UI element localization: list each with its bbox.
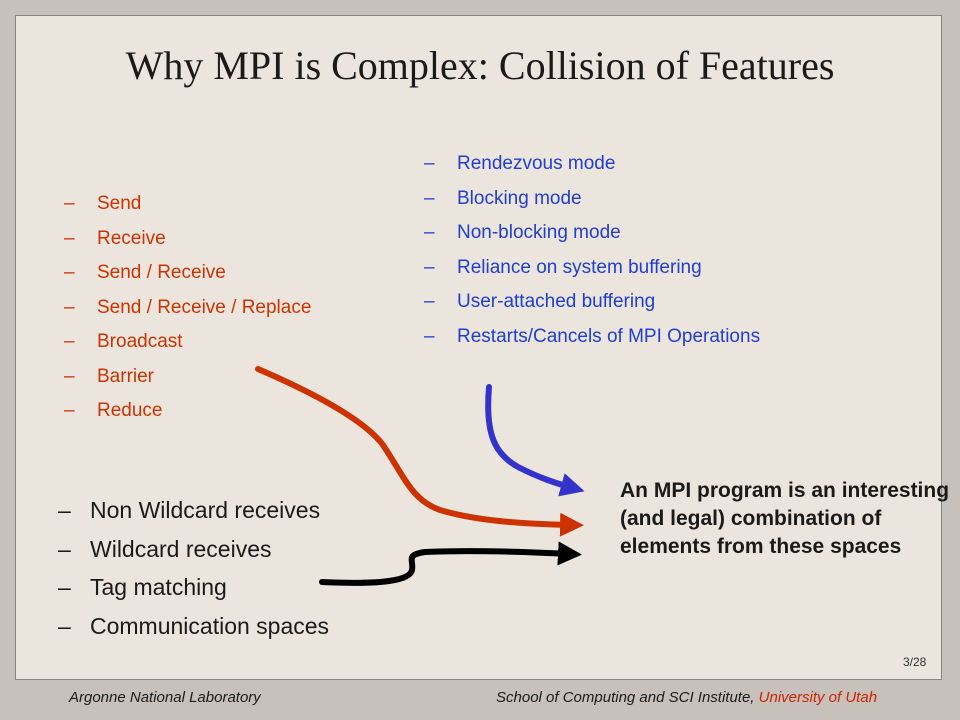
modes-list: – Rendezvous mode – Blocking mode – Non-blo…	[424, 151, 760, 358]
list-item: – Receive	[64, 226, 311, 261]
list-item-label: Receive	[97, 227, 166, 249]
list-dash: –	[64, 296, 75, 318]
slide-title: Why MPI is Complex: Collision of Feature…	[125, 43, 835, 88]
list-dash: –	[58, 497, 71, 523]
list-dash: –	[424, 222, 435, 243]
list-dash: –	[64, 400, 75, 421]
list-item-label: Wildcard receives	[90, 535, 272, 562]
list-item: – Reduce	[64, 398, 311, 433]
footer-right-highlight: University of Utah	[758, 689, 878, 706]
list-item: – Wildcard receives	[58, 535, 329, 574]
list-item-label: Send / Receive / Replace	[97, 296, 312, 318]
operations-list: – Send – Receive – Send / Receive – Send / R…	[64, 191, 311, 433]
list-dash: –	[58, 612, 71, 639]
list-item: – Send / Receive	[64, 260, 311, 295]
list-item: – Tag matching	[58, 573, 329, 612]
list-dash: –	[424, 187, 435, 209]
list-dash: –	[424, 291, 435, 312]
list-item-label: Barrier	[97, 365, 155, 387]
list-item: – User-attached buffering	[424, 289, 760, 324]
list-item: – Send	[64, 191, 311, 226]
list-item: – Barrier	[64, 364, 311, 399]
list-dash: –	[58, 535, 71, 562]
list-dash: –	[64, 262, 75, 283]
arrow-receives	[319, 541, 582, 586]
conclusion-text: An MPI program is an interesting (and le…	[620, 479, 950, 558]
list-dash: –	[64, 227, 75, 249]
list-item-label: User-attached buffering	[457, 291, 656, 312]
list-dash: –	[424, 325, 435, 347]
list-item-label: Broadcast	[97, 331, 183, 352]
arrow-modes	[485, 384, 585, 497]
list-dash: –	[424, 256, 435, 278]
slide-number: 3/28	[903, 655, 927, 669]
list-item-label: Send	[97, 193, 142, 214]
list-item-label: Communication spaces	[90, 612, 330, 639]
list-item: – Send / Receive / Replace	[64, 295, 311, 330]
list-item: – Non Wildcard receives	[58, 496, 329, 535]
list-item: – Blocking mode	[424, 186, 760, 221]
list-item-label: Non-blocking mode	[457, 222, 621, 243]
list-dash: –	[64, 331, 75, 352]
list-dash: –	[424, 153, 435, 174]
arrow-operations	[255, 366, 584, 537]
list-item-label: Blocking mode	[457, 187, 582, 209]
slide-frame	[15, 15, 942, 680]
footer-right-prefix: School of Computing and SCI Institute,	[496, 689, 759, 706]
list-dash: –	[64, 365, 75, 387]
list-dash: –	[64, 193, 75, 214]
list-item-label: Restarts/Cancels of MPI Operations	[457, 325, 761, 347]
list-item-label: Reliance on system buffering	[457, 256, 702, 278]
list-item-label: Non Wildcard receives	[90, 497, 321, 523]
list-dash: –	[58, 574, 71, 600]
footer-left: Argonne National Laboratory	[69, 689, 261, 706]
list-item: – Rendezvous mode	[424, 151, 760, 186]
list-item: – Communication spaces	[58, 612, 329, 651]
list-item-label: Reduce	[97, 400, 163, 421]
list-item-label: Tag matching	[90, 574, 227, 600]
list-item: – Restarts/Cancels of MPI Operations	[424, 324, 760, 359]
list-item-label: Rendezvous mode	[457, 153, 616, 174]
list-item: – Broadcast	[64, 329, 311, 364]
receives-list: – Non Wildcard receives – Wildcard receive…	[58, 496, 329, 650]
list-item-label: Send / Receive	[97, 262, 226, 283]
footer-right: School of Computing and SCI Institute, U…	[496, 689, 877, 706]
list-item: – Reliance on system buffering	[424, 255, 760, 290]
list-item: – Non-blocking mode	[424, 220, 760, 255]
